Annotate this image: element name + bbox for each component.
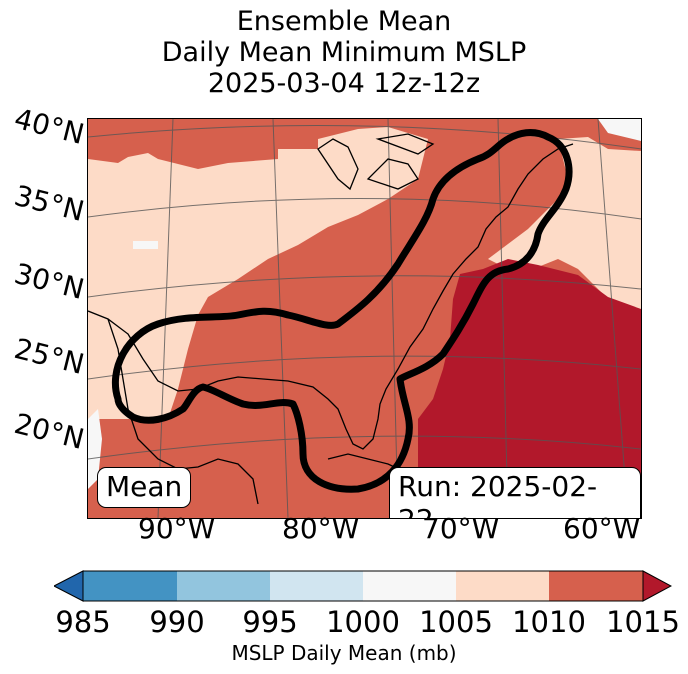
- cbar-990-995: [177, 571, 270, 601]
- title-line-1: Ensemble Mean: [236, 6, 452, 37]
- field-1000-1005-blip: [133, 241, 158, 249]
- field-1000-1005-patch: [598, 119, 641, 141]
- cbar-tick-990: 990: [149, 605, 205, 639]
- colorbar: [54, 570, 672, 602]
- title-line-2: Daily Mean Minimum MSLP: [161, 37, 527, 68]
- cbar-extend-low: [54, 570, 84, 602]
- lon-label-90w: 90°W: [138, 512, 216, 545]
- field-1005-1010-west: [88, 127, 428, 419]
- cbar-tick-1000: 1000: [326, 605, 400, 639]
- cbar-tick-1005: 1005: [419, 605, 493, 639]
- lat-label-25: 25°N: [11, 331, 88, 382]
- lat-label-20: 20°N: [11, 406, 88, 457]
- cbar-1010-1015: [549, 571, 643, 601]
- cbar-outline: [82, 570, 644, 602]
- colorbar-label: MSLP Daily Mean (mb): [231, 641, 457, 665]
- lon-label-80w: 80°W: [282, 512, 360, 545]
- mean-label-box: Mean: [97, 467, 192, 508]
- lon-label-70w: 70°W: [422, 512, 500, 545]
- cbar-tick-985: 985: [55, 605, 111, 639]
- title-line-3: 2025-03-04 12z-12z: [207, 68, 481, 99]
- run-label-box: Run: 2025-02-22: [389, 467, 641, 518]
- cbar-1000-1005: [363, 571, 456, 601]
- cbar-985-990: [83, 571, 177, 601]
- lat-label-35: 35°N: [11, 178, 88, 229]
- mslp-map: [88, 119, 641, 518]
- cbar-extend-high: [642, 570, 672, 602]
- field-above-1015: [418, 259, 641, 518]
- gulf-coast-mexico: [107, 318, 259, 505]
- cbar-tick-1010: 1010: [512, 605, 586, 639]
- cbar-tick-995: 995: [242, 605, 298, 639]
- lat-label-40: 40°N: [11, 101, 88, 152]
- map-panel: Mean Run: 2025-02-22: [87, 118, 642, 519]
- great-lakes: [317, 133, 435, 191]
- mean-contour: [111, 129, 573, 493]
- lon-label-60w: 60°W: [563, 512, 641, 545]
- chart-title: Ensemble Mean Daily Mean Minimum MSLP 20…: [0, 6, 688, 99]
- graticule: [88, 119, 641, 518]
- cbar-995-1000: [270, 571, 363, 601]
- cbar-1005-1010: [456, 571, 549, 601]
- cbar-tick-1015: 1015: [606, 605, 680, 639]
- lat-label-30: 30°N: [11, 256, 88, 307]
